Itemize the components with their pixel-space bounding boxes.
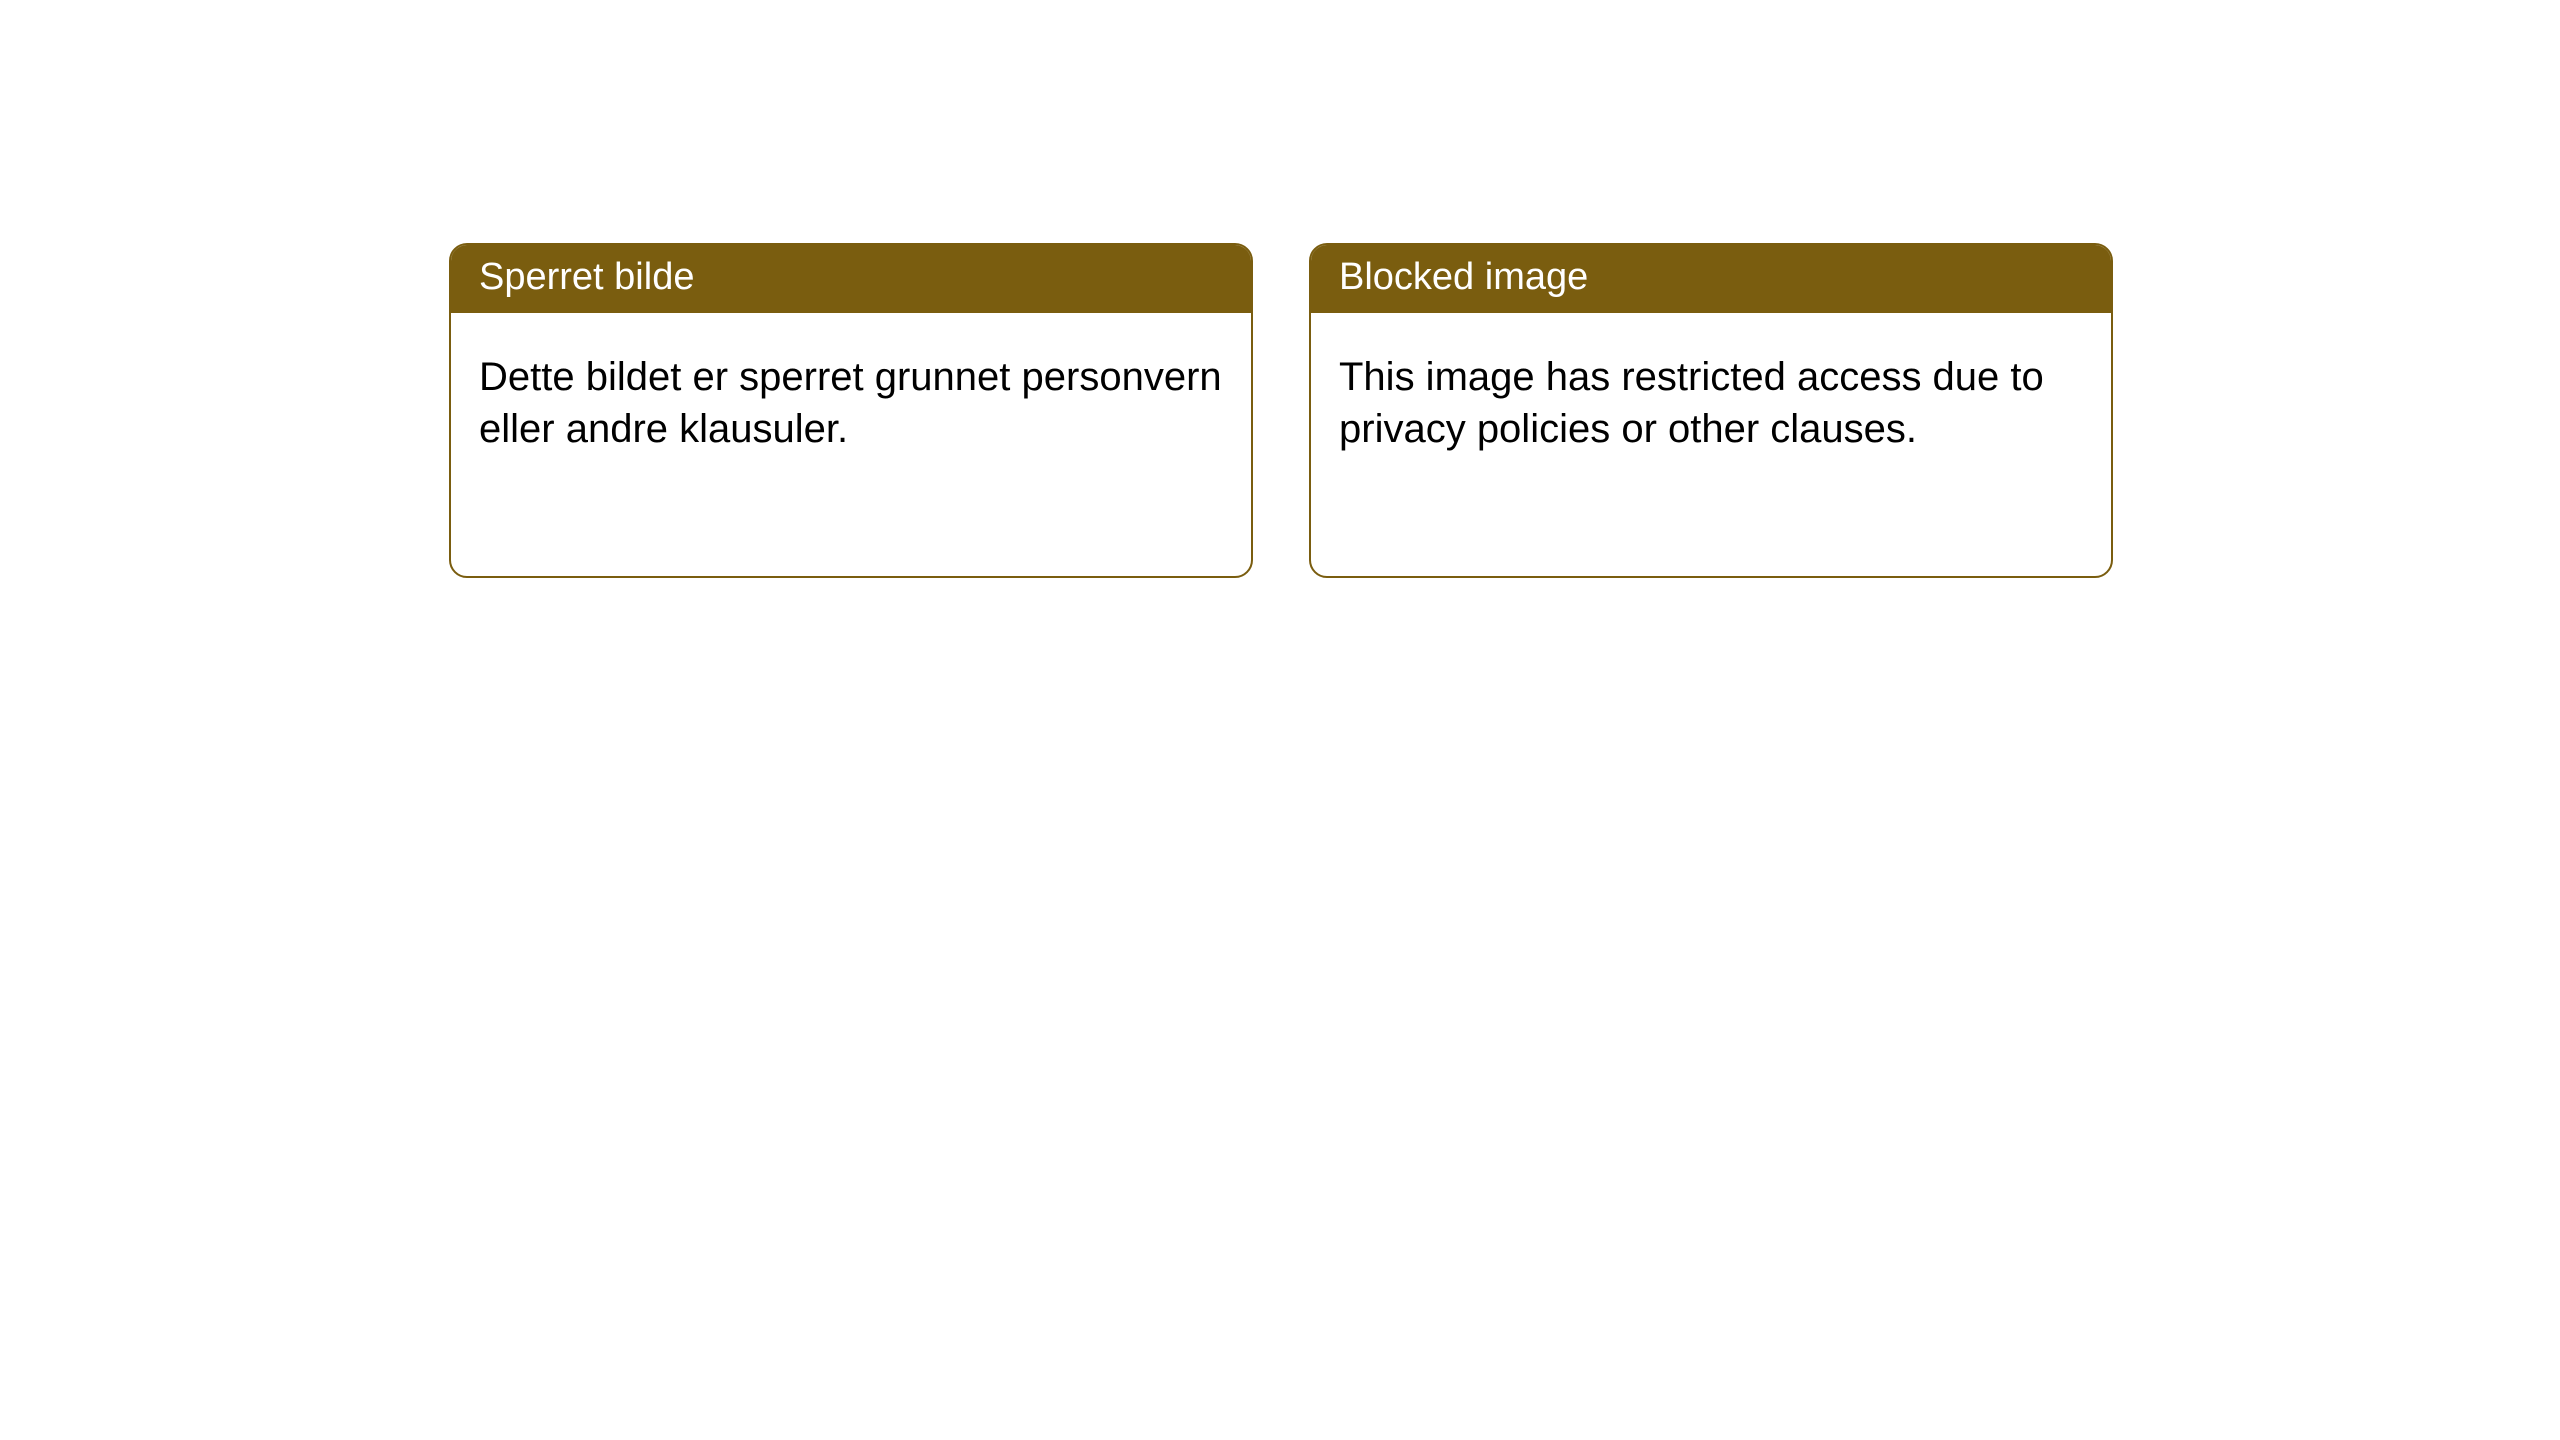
card-message: Dette bildet er sperret grunnet personve…	[479, 355, 1222, 451]
notice-card-english: Blocked image This image has restricted …	[1309, 243, 2113, 578]
card-body: Dette bildet er sperret grunnet personve…	[451, 313, 1251, 493]
card-title: Blocked image	[1339, 256, 1588, 298]
notice-container: Sperret bilde Dette bildet er sperret gr…	[0, 0, 2560, 578]
card-message: This image has restricted access due to …	[1339, 355, 2044, 451]
card-body: This image has restricted access due to …	[1311, 313, 2111, 493]
card-header: Blocked image	[1311, 245, 2111, 313]
card-header: Sperret bilde	[451, 245, 1251, 313]
card-title: Sperret bilde	[479, 256, 694, 298]
notice-card-norwegian: Sperret bilde Dette bildet er sperret gr…	[449, 243, 1253, 578]
